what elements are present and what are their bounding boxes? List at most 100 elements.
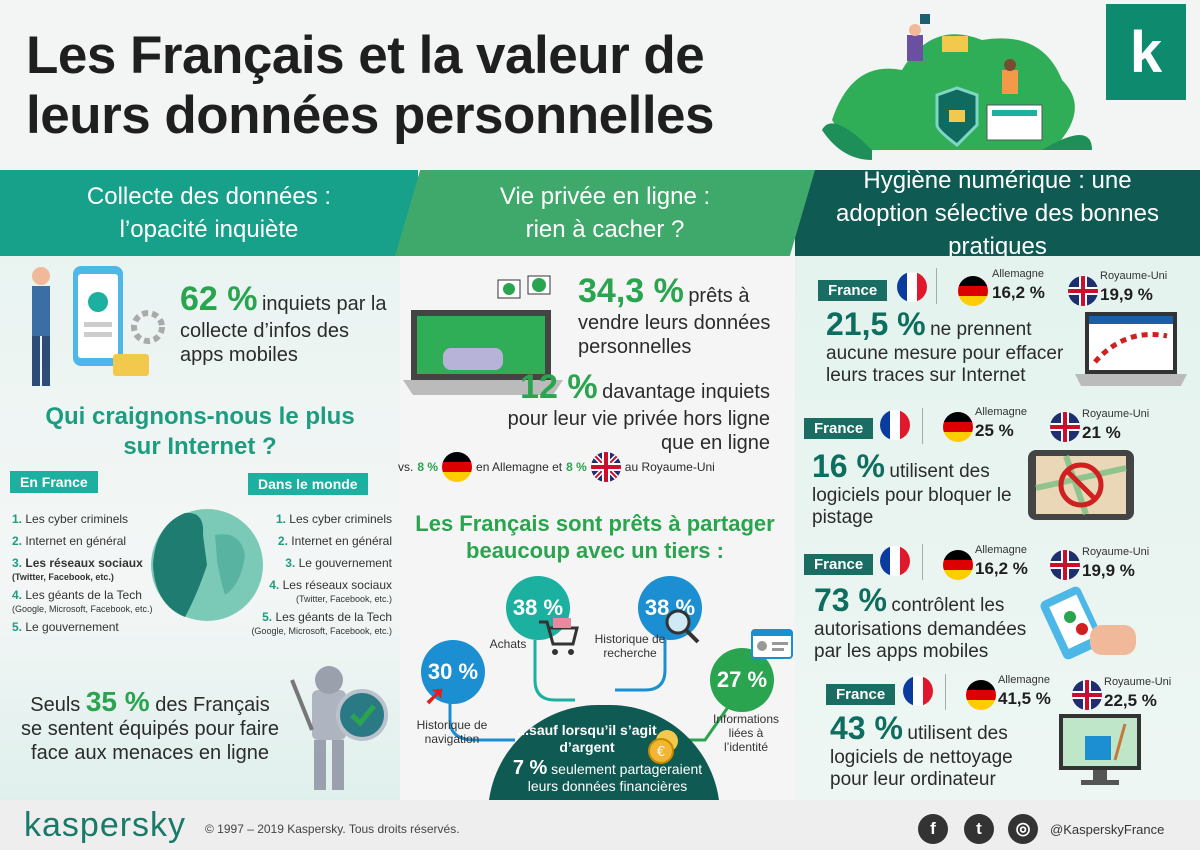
twitter-icon[interactable]: t — [964, 814, 994, 844]
list-item: 5. Le gouvernement — [12, 620, 119, 634]
comparison-line: vs. 8 % en Allemagne et 8 % au Royaume-U… — [398, 452, 794, 482]
list-item: 1. Les cyber criminels — [275, 512, 392, 526]
coins-icon: € — [648, 730, 678, 764]
vs-uk-value: 8 % — [566, 460, 587, 474]
money-text: seulement partageraient leurs données fi… — [527, 761, 703, 794]
germany-value: 16,2 % — [992, 283, 1045, 302]
divider — [922, 408, 923, 444]
stat-12-value: 12 % — [520, 368, 598, 406]
fr-value: 43 % — [830, 710, 903, 746]
germany-label: Allemagne — [975, 406, 1027, 418]
cursor-arrow-icon: ➚ — [424, 680, 446, 710]
social-handle[interactable]: @KasperskyFrance — [1050, 822, 1165, 837]
instagram-icon[interactable]: ◎ — [1008, 814, 1038, 844]
stat-62-text: inquiets par la collecte d’infos des app… — [180, 293, 387, 366]
france-flag-icon — [880, 410, 910, 440]
germany-flag-icon — [966, 680, 996, 710]
germany-flag-icon — [943, 550, 973, 580]
dans-le-monde-label: Dans le monde — [248, 473, 368, 495]
list-item: 2. Internet en général — [12, 534, 127, 548]
germany-label: Allemagne — [975, 544, 1027, 556]
share-title: Les Français sont prêts à partager beauc… — [415, 511, 775, 563]
bubble-achats-label: Achats — [489, 637, 527, 651]
uk-flag-icon — [590, 452, 621, 482]
svg-text:€: € — [657, 745, 665, 760]
uk-value: 21 % — [1082, 423, 1121, 442]
kaspersky-wordmark: kaspersky — [24, 806, 187, 844]
stat-row-3: 73 % contrôlent les autorisations demand… — [814, 582, 1039, 663]
uk-flag-icon — [1068, 276, 1098, 306]
stat-35-text: des Français se sentent équipés pour fai… — [21, 694, 279, 764]
france-tag: France — [804, 554, 874, 575]
france-fear-list: 1. Les cyber criminels 2. Internet en gé… — [12, 512, 182, 642]
section-header-vie-privee: Vie privée en ligne : rien à cacher ? — [395, 170, 815, 256]
vs-mid-text: en Allemagne et — [476, 460, 563, 474]
stat-35-block: Seuls 35 % des Français se sentent équip… — [20, 688, 280, 765]
facebook-icon[interactable]: f — [918, 814, 948, 844]
knight-shield-illustration — [290, 666, 388, 790]
uk-label: Royaume-Uni — [1100, 270, 1168, 282]
hero-illustration — [822, 14, 1092, 160]
tablet-block-tracking-icon — [1028, 450, 1134, 520]
germany-value: 41,5 % — [998, 689, 1051, 708]
money-title: ...sauf lorsqu’il s’agit d’argent — [517, 722, 657, 755]
phone-permissions-icon — [1040, 586, 1136, 660]
list-item: 5. Les géants de la Tech (Google, Microso… — [251, 610, 392, 636]
uk-label: Royaume-Uni — [1104, 676, 1172, 688]
fr-text: utilisent des logiciels de nettoyage pou… — [830, 723, 1013, 790]
germany-label: Allemagne — [992, 268, 1044, 280]
germany-flag-icon — [958, 276, 988, 306]
uk-value: 19,9 % — [1100, 285, 1153, 304]
en-france-label: En France — [10, 471, 98, 493]
fr-value: 73 % — [814, 582, 887, 618]
stat-35-value: 35 % — [85, 686, 150, 717]
money-value: 7 % — [512, 757, 548, 779]
france-flag-icon — [903, 676, 933, 706]
copyright: © 1997 – 2019 Kaspersky. Tous droits rés… — [205, 822, 460, 836]
uk-value: 19,9 % — [1082, 561, 1135, 580]
stat-12-text: davantage inquiets pour leur vie privée … — [507, 381, 770, 454]
page-title: Les Français et la valeur de leurs donné… — [26, 26, 715, 145]
france-flag-icon — [897, 272, 927, 302]
globe-france-map — [151, 509, 263, 621]
list-item: 3. Le gouvernement — [285, 556, 392, 570]
laptop-traces-icon — [1075, 312, 1187, 386]
bubble-recherche-label: Historique de recherche — [594, 632, 666, 660]
section-header-hygiene: Hygiène numérique : une adoption sélecti… — [795, 167, 1200, 260]
vs-post-text: au Royaume-Uni — [624, 460, 715, 474]
world-fear-list: 1. Les cyber criminels 2. Internet en gé… — [212, 512, 392, 642]
uk-value: 22,5 % — [1104, 691, 1157, 710]
list-item: 4. Les réseaux sociaux (Twitter, Facebook… — [269, 578, 392, 604]
uk-label: Royaume-Uni — [1082, 408, 1150, 420]
bubble-identite: 27 % — [710, 648, 774, 712]
uk-flag-icon — [1072, 680, 1102, 710]
divider — [945, 674, 946, 710]
bubble-identite-label: Informations liées à l’identité — [712, 712, 780, 754]
fr-text: contrôlent les autorisations demandées p… — [814, 595, 1027, 662]
france-flag-icon — [880, 546, 910, 576]
france-tag: France — [818, 280, 888, 301]
stat-row-2: 16 % utilisent des logiciels pour bloque… — [812, 448, 1022, 529]
germany-value: 25 % — [975, 421, 1014, 440]
stat-35-pre: Seuls — [30, 694, 81, 716]
vs-prefix: vs. — [398, 460, 414, 474]
list-item: 3. Les réseaux sociaux (Twitter, Facebook… — [12, 556, 143, 582]
phone-worry-illustration — [32, 266, 165, 386]
fr-value: 21,5 % — [826, 306, 926, 342]
magnifier-icon — [665, 609, 700, 644]
uk-flag-icon — [1050, 412, 1080, 442]
list-item: 1. Les cyber criminels — [12, 512, 129, 526]
cleaning-monitor-icon — [1059, 714, 1141, 785]
germany-value: 16,2 % — [975, 559, 1028, 578]
stat-343-value: 34,3 % — [578, 272, 684, 310]
section-header-collecte: Collecte des données : l’opacité inquièt… — [0, 170, 418, 256]
id-card-icon — [751, 629, 793, 659]
stat-62-block: 62 % inquiets par la collecte d’infos de… — [180, 280, 390, 367]
fr-value: 16 % — [812, 448, 885, 484]
money-stat: 7 % seulement partageraient leurs donnée… — [500, 757, 715, 795]
list-item: 2. Internet en général — [277, 534, 392, 548]
stat-62-value: 62 % — [180, 280, 258, 318]
kaspersky-k-logo: k — [1106, 4, 1186, 100]
stat-row-4: 43 % utilisent des logiciels de nettoyag… — [830, 710, 1040, 791]
france-tag: France — [804, 418, 874, 439]
